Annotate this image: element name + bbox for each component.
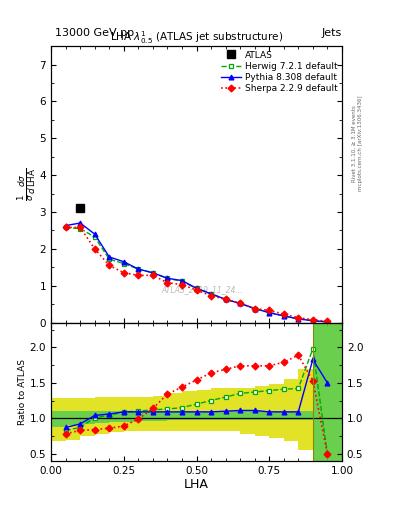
Line: Pythia 8.308 default: Pythia 8.308 default [63, 221, 330, 324]
Text: Rivet 3.1.10, ≥ 3.1M events: Rivet 3.1.10, ≥ 3.1M events [352, 105, 357, 182]
Pythia 8.308 default [136, 266, 141, 272]
Sherpa 2.2.9 default [78, 224, 83, 230]
Sherpa 2.2.9 default [238, 301, 242, 307]
Sherpa 2.2.9 default [165, 280, 170, 286]
Title: LHA $\lambda^1_{0.5}$ (ATLAS jet substructure): LHA $\lambda^1_{0.5}$ (ATLAS jet substru… [110, 29, 283, 46]
Herwig 7.2.1 default [151, 270, 155, 276]
Herwig 7.2.1 default [267, 310, 272, 316]
Herwig 7.2.1 default [209, 291, 213, 297]
Herwig 7.2.1 default [121, 261, 126, 267]
Pythia 8.308 default [238, 301, 242, 307]
Herwig 7.2.1 default [310, 317, 315, 324]
Pythia 8.308 default [310, 317, 315, 324]
Text: ATLAS_2019_11_24...: ATLAS_2019_11_24... [162, 285, 243, 294]
Sherpa 2.2.9 default [325, 318, 330, 325]
Pythia 8.308 default [92, 231, 97, 237]
Herwig 7.2.1 default [165, 275, 170, 282]
Pythia 8.308 default [63, 223, 68, 229]
Sherpa 2.2.9 default [63, 224, 68, 230]
Pythia 8.308 default [107, 254, 112, 260]
Line: Herwig 7.2.1 default: Herwig 7.2.1 default [63, 225, 330, 324]
Text: mcplots.cern.ch [arXiv:1306.3436]: mcplots.cern.ch [arXiv:1306.3436] [358, 96, 363, 191]
Pythia 8.308 default [252, 306, 257, 312]
Sherpa 2.2.9 default [121, 270, 126, 276]
Line: Sherpa 2.2.9 default: Sherpa 2.2.9 default [63, 225, 330, 324]
Herwig 7.2.1 default [252, 306, 257, 312]
Sherpa 2.2.9 default [310, 316, 315, 323]
Text: 13000 GeV pp: 13000 GeV pp [55, 28, 134, 38]
Pythia 8.308 default [78, 220, 83, 226]
Pythia 8.308 default [165, 275, 170, 282]
Y-axis label: Ratio to ATLAS: Ratio to ATLAS [18, 359, 27, 424]
Herwig 7.2.1 default [296, 316, 301, 322]
Herwig 7.2.1 default [136, 266, 141, 272]
Herwig 7.2.1 default [180, 278, 184, 284]
Sherpa 2.2.9 default [107, 262, 112, 268]
Sherpa 2.2.9 default [281, 311, 286, 317]
Sherpa 2.2.9 default [180, 282, 184, 288]
Pythia 8.308 default [151, 270, 155, 276]
Pythia 8.308 default [223, 296, 228, 303]
Herwig 7.2.1 default [223, 296, 228, 303]
Pythia 8.308 default [325, 319, 330, 325]
Sherpa 2.2.9 default [136, 272, 141, 279]
Sherpa 2.2.9 default [151, 272, 155, 279]
Pythia 8.308 default [121, 259, 126, 265]
Sherpa 2.2.9 default [92, 246, 97, 252]
Herwig 7.2.1 default [107, 256, 112, 262]
Pythia 8.308 default [209, 291, 213, 297]
Sherpa 2.2.9 default [252, 306, 257, 312]
Pythia 8.308 default [194, 285, 199, 291]
Herwig 7.2.1 default [325, 319, 330, 325]
Herwig 7.2.1 default [238, 301, 242, 307]
Herwig 7.2.1 default [78, 225, 83, 231]
Herwig 7.2.1 default [92, 234, 97, 240]
Text: Jets: Jets [321, 28, 342, 38]
Sherpa 2.2.9 default [194, 287, 199, 293]
Pythia 8.308 default [180, 278, 184, 284]
Herwig 7.2.1 default [281, 313, 286, 319]
Pythia 8.308 default [267, 310, 272, 316]
Herwig 7.2.1 default [194, 285, 199, 291]
Sherpa 2.2.9 default [223, 296, 228, 303]
Sherpa 2.2.9 default [296, 315, 301, 321]
X-axis label: LHA: LHA [184, 478, 209, 492]
Herwig 7.2.1 default [63, 224, 68, 230]
Pythia 8.308 default [296, 316, 301, 322]
Sherpa 2.2.9 default [209, 292, 213, 298]
Y-axis label: $\frac{1}{\sigma}\frac{d\sigma}{d\,\mathrm{LHA}}$: $\frac{1}{\sigma}\frac{d\sigma}{d\,\math… [16, 167, 38, 201]
Pythia 8.308 default [281, 313, 286, 319]
Sherpa 2.2.9 default [267, 307, 272, 313]
Legend: ATLAS, Herwig 7.2.1 default, Pythia 8.308 default, Sherpa 2.2.9 default: ATLAS, Herwig 7.2.1 default, Pythia 8.30… [219, 49, 339, 95]
